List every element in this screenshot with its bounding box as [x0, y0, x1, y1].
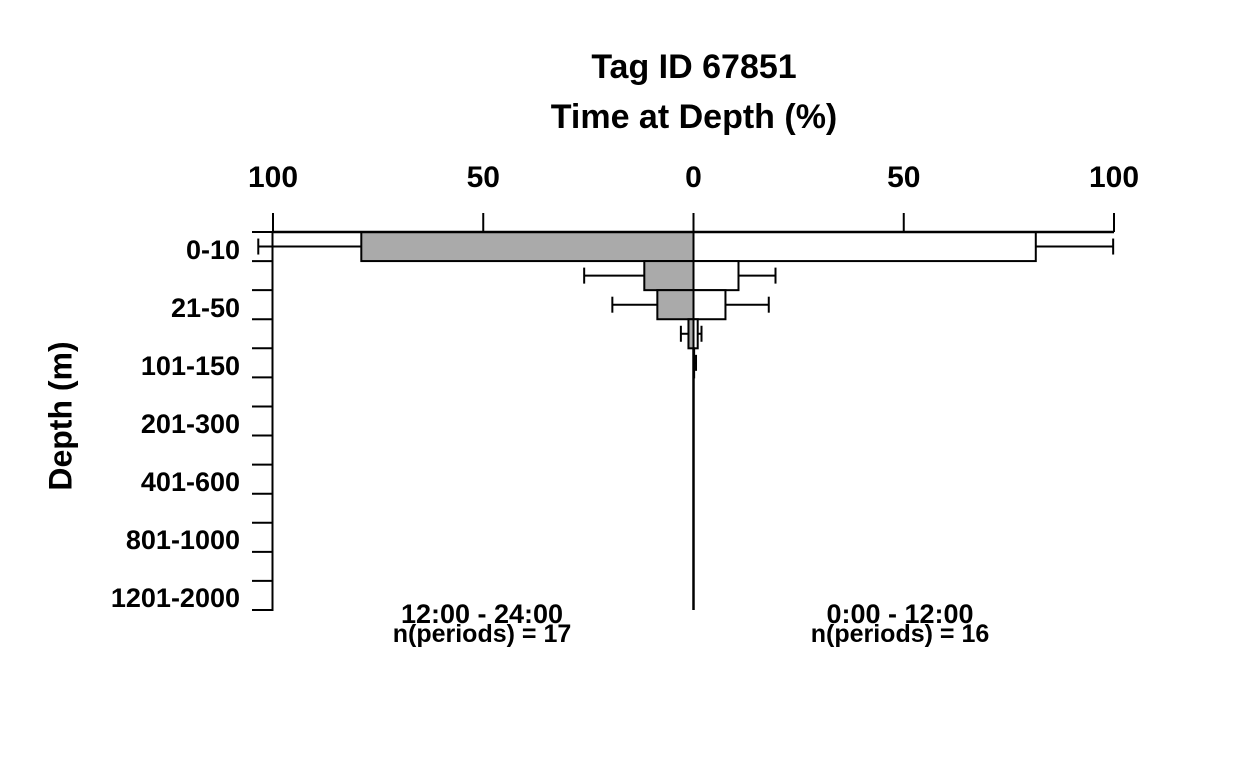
x-axis-tick-label: 50	[466, 161, 500, 194]
right-bar-row2	[692, 289, 727, 321]
right-bar-row1	[692, 260, 740, 292]
y-axis-title-text: Depth (m)	[42, 341, 79, 491]
x-axis-tick-label: 100	[247, 161, 299, 194]
figure-subtitle: Time at Depth (%)	[550, 98, 838, 136]
left-panel-n-label: n(periods) = 17	[392, 620, 572, 648]
right-panel-annotation: 0:00 - 12:00 n(periods) = 16	[700, 600, 1100, 650]
right-panel-n-label: n(periods) = 16	[810, 620, 990, 648]
left-bar-row1	[643, 260, 695, 292]
x-axis-tick-label: 100	[1088, 161, 1140, 194]
depth-bin-label: 201-300	[140, 409, 240, 439]
right-bar-row3	[692, 318, 699, 350]
depth-bin-label: 101-150	[140, 350, 240, 381]
depth-bin-label: 801-1000	[125, 525, 240, 556]
depth-bin-label: 21-50	[170, 292, 240, 323]
right-bar-row0	[692, 231, 1037, 263]
right-panel-time-label: 0:00 - 12:00	[826, 599, 974, 629]
x-axis-tick-label: 0	[685, 161, 702, 194]
left-bar-row2	[656, 289, 695, 321]
x-axis-tick-label: 50	[887, 161, 921, 194]
right-bar-row4	[692, 347, 696, 379]
figure-title: Tag ID 67851	[591, 48, 797, 86]
left-panel-time-label: 12:00 - 24:00	[400, 599, 564, 629]
left-panel-annotation: 12:00 - 24:00 n(periods) = 17	[282, 600, 682, 650]
depth-bin-label: 1201-2000	[110, 583, 240, 614]
depth-bin-label: 401-600	[140, 467, 240, 498]
left-bar-row0	[360, 231, 695, 263]
depth-bin-label: 0-10	[185, 234, 240, 265]
